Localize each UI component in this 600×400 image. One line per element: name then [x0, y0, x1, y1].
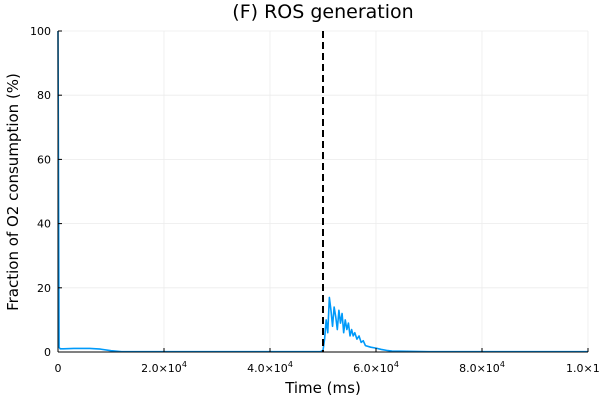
x-tick-label: 6.0×104 — [353, 360, 399, 375]
x-tick-label: 2.0×104 — [141, 360, 187, 375]
x-tick-label: 0 — [55, 362, 62, 375]
x-axis-title: Time (ms) — [284, 379, 361, 397]
y-tick-label: 80 — [37, 89, 51, 102]
x-tick-label: 1.0×105 — [566, 360, 600, 375]
y-tick-label: 0 — [44, 346, 51, 359]
y-tick-label: 40 — [37, 218, 51, 231]
x-tick-label: 4.0×104 — [247, 360, 293, 375]
y-tick-label: 60 — [37, 153, 51, 166]
y-axis-title: Fraction of O2 consumption (%) — [4, 73, 22, 311]
x-tick-label: 8.0×104 — [459, 360, 505, 375]
y-tick-label: 100 — [30, 25, 51, 38]
y-tick-label: 20 — [37, 282, 51, 295]
chart-title: (F) ROS generation — [232, 1, 413, 23]
axes — [57, 30, 589, 353]
tick-labels: 0 2.0×104 4.0×104 6.0×104 8.0×104 1.0×105 0 20 4… — [30, 25, 600, 375]
